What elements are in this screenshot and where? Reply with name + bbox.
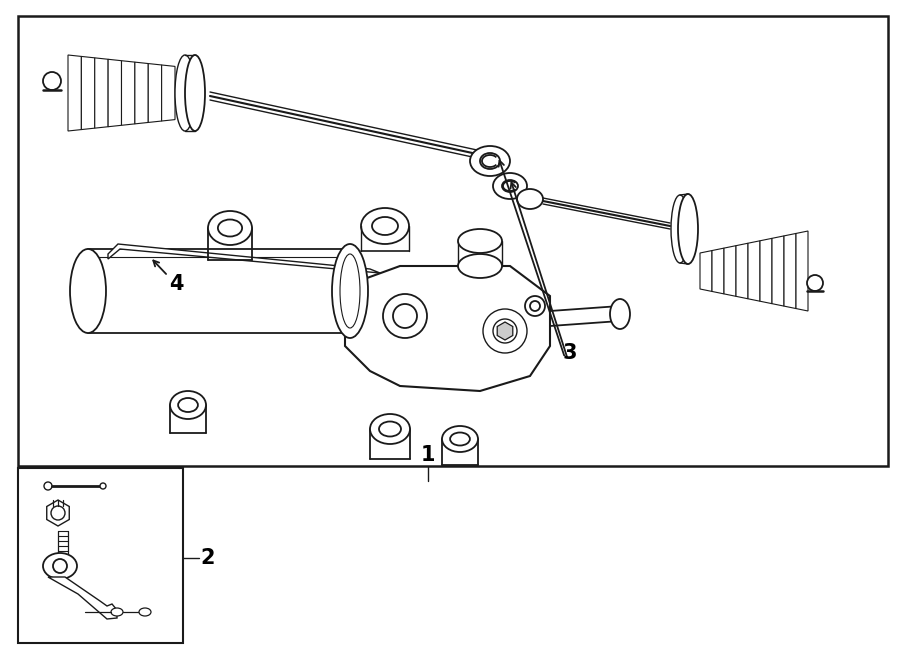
- Circle shape: [43, 72, 61, 90]
- Circle shape: [807, 275, 823, 291]
- Ellipse shape: [175, 55, 195, 131]
- Bar: [18, 468, 183, 643]
- Ellipse shape: [178, 398, 198, 412]
- Ellipse shape: [671, 195, 689, 263]
- Polygon shape: [760, 239, 772, 303]
- Circle shape: [525, 296, 545, 316]
- Polygon shape: [68, 55, 81, 131]
- Polygon shape: [162, 65, 175, 121]
- Polygon shape: [784, 233, 796, 309]
- Polygon shape: [748, 241, 760, 301]
- Polygon shape: [122, 61, 135, 126]
- Text: 1: 1: [421, 445, 436, 465]
- Ellipse shape: [139, 608, 151, 616]
- Circle shape: [100, 483, 106, 489]
- Circle shape: [530, 301, 540, 311]
- Ellipse shape: [517, 189, 543, 209]
- Polygon shape: [724, 246, 736, 296]
- Ellipse shape: [493, 173, 527, 199]
- Ellipse shape: [70, 249, 106, 333]
- Ellipse shape: [442, 426, 478, 452]
- Ellipse shape: [458, 254, 502, 278]
- Circle shape: [393, 304, 417, 328]
- Text: 2: 2: [200, 548, 214, 568]
- Ellipse shape: [458, 229, 502, 253]
- Ellipse shape: [450, 432, 470, 446]
- Polygon shape: [712, 248, 724, 294]
- Ellipse shape: [370, 414, 410, 444]
- Ellipse shape: [43, 553, 77, 579]
- Polygon shape: [135, 62, 148, 124]
- Text: 3: 3: [562, 343, 577, 363]
- Polygon shape: [108, 244, 380, 273]
- Polygon shape: [48, 577, 117, 619]
- Circle shape: [53, 559, 67, 573]
- Ellipse shape: [480, 153, 500, 169]
- Ellipse shape: [470, 146, 510, 176]
- Polygon shape: [700, 251, 712, 292]
- Ellipse shape: [502, 180, 518, 192]
- Polygon shape: [345, 266, 550, 391]
- Polygon shape: [736, 243, 748, 299]
- Polygon shape: [497, 322, 513, 340]
- Ellipse shape: [170, 391, 206, 419]
- Ellipse shape: [610, 299, 630, 329]
- Polygon shape: [108, 59, 122, 127]
- Circle shape: [493, 319, 517, 343]
- Polygon shape: [47, 500, 69, 526]
- Polygon shape: [796, 231, 808, 311]
- Ellipse shape: [361, 208, 409, 244]
- Circle shape: [483, 309, 527, 353]
- Ellipse shape: [372, 217, 398, 235]
- Ellipse shape: [208, 211, 252, 245]
- Polygon shape: [81, 56, 94, 130]
- Ellipse shape: [379, 422, 401, 436]
- Polygon shape: [94, 58, 108, 128]
- Bar: [18, 16, 888, 466]
- Polygon shape: [772, 236, 784, 306]
- Circle shape: [44, 482, 52, 490]
- Ellipse shape: [678, 194, 698, 264]
- Text: 4: 4: [169, 274, 184, 294]
- Circle shape: [51, 506, 65, 520]
- Ellipse shape: [111, 608, 123, 616]
- Ellipse shape: [340, 254, 360, 328]
- Circle shape: [383, 294, 427, 338]
- Ellipse shape: [185, 55, 205, 131]
- Ellipse shape: [218, 219, 242, 237]
- Polygon shape: [148, 63, 162, 122]
- Ellipse shape: [332, 244, 368, 338]
